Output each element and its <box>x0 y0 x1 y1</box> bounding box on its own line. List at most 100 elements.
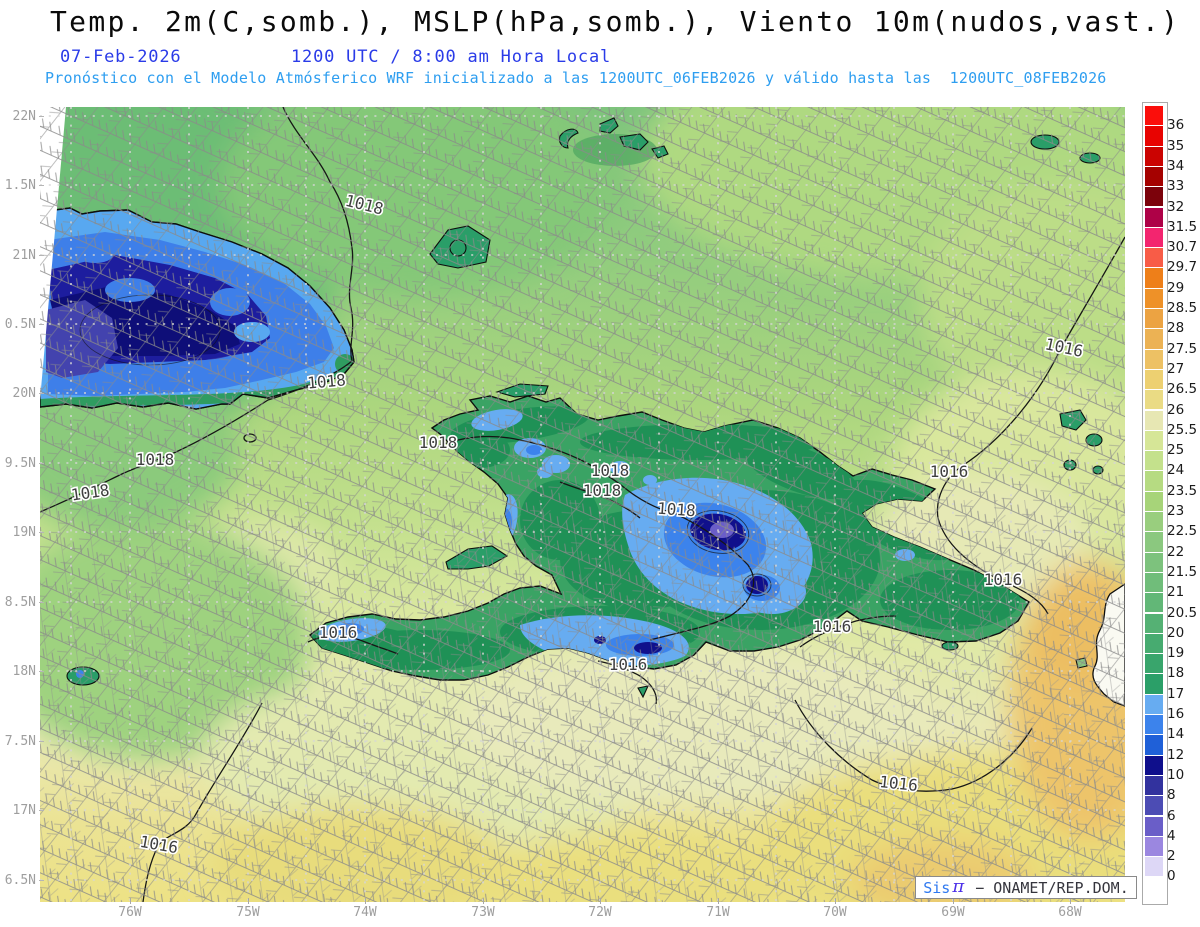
colorbar-cell <box>1145 146 1163 166</box>
colorbar-cell <box>1145 796 1163 816</box>
colorbar-cell <box>1145 369 1163 390</box>
colorbar-tick-label: 28 <box>1167 320 1185 337</box>
isobar-label: 1018 <box>136 450 175 469</box>
lat-tick-label: 17N <box>0 802 44 818</box>
lat-tick-label: 6.5N <box>0 872 44 888</box>
colorbar-tick-label: 0 <box>1167 868 1176 885</box>
colorbar-cell <box>1145 471 1163 491</box>
colorbar-cell <box>1145 106 1163 126</box>
lon-tick-label: 71W <box>696 898 740 920</box>
lon-tick-label: 69W <box>931 898 975 920</box>
colorbar-tick-label: 25 <box>1167 442 1185 459</box>
onamet-watermark: Sis π − ONAMET/REP.DOM. <box>915 876 1137 899</box>
colorbar-cell <box>1145 755 1163 775</box>
lon-tick-label: 76W <box>108 898 152 920</box>
colorbar-tick-label: 26.5 <box>1167 381 1198 398</box>
lon-tick-label: 68W <box>1048 898 1092 920</box>
colorbar-tick-label: 31.5 <box>1167 218 1198 235</box>
colorbar-cell <box>1145 857 1163 877</box>
colorbar-cell <box>1145 227 1163 248</box>
colorbar-cell <box>1145 491 1163 511</box>
isobar-label: 1018 <box>591 461 630 480</box>
page-title: Temp. 2m(C,somb.), MSLP(hPa,somb.), Vien… <box>50 5 1181 38</box>
lon-tick-label: 74W <box>343 898 387 920</box>
colorbar-cell <box>1145 166 1163 187</box>
isobar-label: 1018 <box>583 481 622 500</box>
colorbar-tick-label: 21.5 <box>1167 563 1198 580</box>
model-info-line: Pronóstico con el Modelo Atmósferico WRF… <box>45 69 1107 87</box>
lon-tick-label: 75W <box>226 898 270 920</box>
colorbar-tick-label: 30.7 <box>1167 239 1198 256</box>
colorbar-cell <box>1145 694 1163 714</box>
colorbar-tick-label: 21 <box>1167 584 1185 601</box>
colorbar-tick-label: 20.5 <box>1167 604 1198 621</box>
colorbar-tick-label: 27 <box>1167 360 1185 377</box>
colorbar-tick-label: 8 <box>1167 787 1176 804</box>
lat-tick-label: 8.5N <box>0 594 44 610</box>
lon-tick-label: 72W <box>578 898 622 920</box>
colorbar-tick-label: 23 <box>1167 503 1185 519</box>
colorbar-cell <box>1145 410 1163 430</box>
colorbar-cell <box>1145 572 1163 593</box>
isobar-label: 1016 <box>930 462 969 481</box>
colorbar-tick-label: 22.5 <box>1167 523 1198 540</box>
colorbar-tick-label: 27.5 <box>1167 340 1198 357</box>
colorbar-tick-label: 25.5 <box>1167 421 1198 438</box>
colorbar-tick-label: 19 <box>1167 645 1185 662</box>
colorbar-tick-label: 14 <box>1167 726 1185 743</box>
isobar-label: 1016 <box>878 772 918 795</box>
colorbar-cell <box>1145 390 1163 410</box>
colorbar-tick-label: 17 <box>1167 685 1185 702</box>
colorbar-tick-label: 36 <box>1167 117 1185 134</box>
colorbar-cell <box>1145 268 1163 288</box>
colorbar-cell <box>1145 349 1163 369</box>
colorbar-cell <box>1145 288 1163 308</box>
lat-tick-label: 19N <box>0 524 44 540</box>
colorbar-cell <box>1145 593 1163 613</box>
colorbar-cell <box>1145 735 1163 755</box>
colorbar-tick-label: 6 <box>1167 807 1176 824</box>
colorbar-cell <box>1145 816 1163 836</box>
colorbar-tick-label: 12 <box>1167 746 1185 763</box>
colorbar-cell <box>1145 248 1163 268</box>
colorbar-tick-label: 26 <box>1167 401 1185 418</box>
isobar-label: 1018 <box>307 370 347 392</box>
isobar-label: 1018 <box>657 499 697 521</box>
isobar-label: 1016 <box>984 570 1023 589</box>
colorbar-tick-label: 28.5 <box>1167 300 1198 316</box>
colorbar-tick-label: 18 <box>1167 665 1185 682</box>
colorbar-cell <box>1145 430 1163 451</box>
colorbar-cell <box>1145 674 1163 694</box>
colorbar-cell <box>1145 512 1163 532</box>
colorbar-cell <box>1145 552 1163 572</box>
lat-tick-label: 18N <box>0 663 44 679</box>
colorbar-tick-label: 22 <box>1167 543 1185 560</box>
colorbar-tick-label: 29.7 <box>1167 259 1198 276</box>
colorbar-cell <box>1145 775 1163 796</box>
colorbar-cell <box>1145 613 1163 633</box>
colorbar-cell <box>1145 715 1163 735</box>
lat-tick-label: 0.5N <box>0 316 44 332</box>
colorbar-cell <box>1145 329 1163 349</box>
colorbar-cell <box>1145 532 1163 552</box>
graticule <box>40 107 1125 902</box>
colorbar-cell <box>1145 207 1163 227</box>
colorbar-tick-label: 29 <box>1167 279 1185 296</box>
isobar-labels: 1018101810181018101810181018101810161016… <box>68 189 1086 859</box>
forecast-map: 1018101810181018101810181018101810161016… <box>40 107 1125 902</box>
colorbar-tick-label: 10 <box>1167 766 1185 783</box>
lat-tick-label: 21N <box>0 247 44 263</box>
colorbar-tick-label: 35 <box>1167 137 1185 154</box>
pi-symbol-icon: π <box>952 875 965 897</box>
colorbar-tick-label: 24 <box>1167 462 1185 479</box>
watermark-system-name: Sis <box>923 878 951 897</box>
watermark-agency: − ONAMET/REP.DOM. <box>966 878 1129 897</box>
colorbar-cell <box>1145 633 1163 654</box>
isobar-label: 1016 <box>609 655 648 674</box>
lat-tick-label: 20N <box>0 385 44 401</box>
colorbar-tick-label: 34 <box>1167 157 1185 174</box>
colorbar-cell <box>1145 126 1163 146</box>
lon-tick-label: 70W <box>813 898 857 920</box>
colorbar-cell <box>1145 451 1163 471</box>
